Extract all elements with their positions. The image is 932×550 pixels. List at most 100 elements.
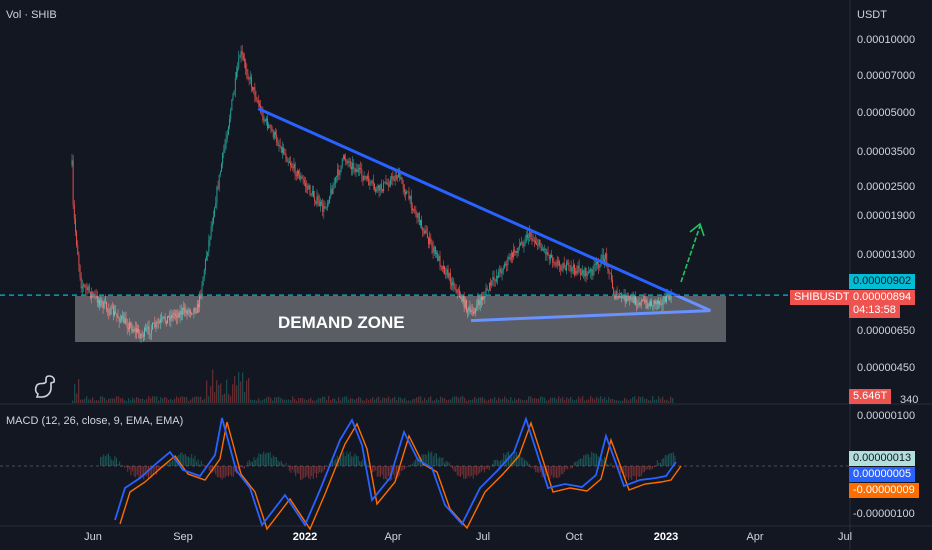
macd-histogram-bar (476, 466, 477, 476)
volume-bar (558, 396, 560, 403)
candle-body (145, 328, 147, 330)
macd-histogram-bar (644, 466, 645, 473)
volume-bar (176, 396, 178, 403)
volume-bar (416, 397, 418, 403)
candle-body (655, 301, 657, 305)
candle-body (167, 316, 168, 324)
demand-zone-label: DEMAND ZONE (278, 313, 405, 332)
candle-body (211, 223, 213, 227)
macd-histogram-bar (386, 466, 388, 481)
candle-body (447, 269, 449, 278)
macd-histogram-bar (210, 466, 212, 473)
macd-histogram-bar (589, 457, 591, 466)
volume-bar (656, 399, 658, 403)
candle-body (414, 209, 416, 211)
macd-histogram-bar (431, 451, 433, 466)
candle-body (644, 299, 646, 303)
candle-body (225, 138, 227, 144)
macd-histogram-bar (264, 453, 266, 466)
volume-bar (366, 398, 368, 403)
macd-histogram-bar (314, 466, 316, 473)
volume-bar (356, 398, 358, 403)
volume-bar (204, 398, 206, 403)
candle-body (660, 303, 662, 305)
volume-bar (606, 399, 608, 403)
candle-body (301, 176, 303, 179)
candle-body (85, 285, 87, 288)
macd-histogram-bar (485, 466, 487, 470)
volume-bar (464, 397, 466, 403)
volume-bar (628, 400, 630, 403)
macd-histogram-bar (466, 466, 468, 479)
macd-histogram-bar (226, 466, 228, 476)
macd-histogram-bar (231, 466, 233, 477)
macd-histogram-bar (412, 463, 413, 466)
volume-bar (118, 396, 120, 403)
candle-body (570, 265, 572, 272)
candle-body (169, 316, 171, 321)
macd-histogram-bar (628, 466, 629, 480)
volume-bar (324, 396, 326, 403)
candle-body (233, 91, 235, 96)
candle-body (331, 188, 333, 194)
macd-histogram-bar (135, 466, 137, 478)
macd-histogram-bar (596, 453, 597, 466)
volume-bar (564, 400, 566, 403)
candle-body (385, 181, 387, 184)
volume-bar (482, 397, 484, 403)
candle-body (398, 171, 400, 178)
candle-body (546, 252, 548, 255)
price-tick: 0.00000650 (857, 325, 916, 337)
volume-bar (272, 400, 274, 403)
volume-bar (300, 398, 302, 403)
candle-body (539, 239, 541, 247)
macd-histogram-bar (400, 466, 402, 472)
macd-histogram-bar (271, 458, 273, 466)
volume-bar (652, 396, 654, 403)
candle-body (315, 201, 317, 204)
candle-body (367, 176, 368, 179)
macd-histogram-bar (437, 458, 439, 466)
candle-body (219, 171, 221, 175)
volume-bar (262, 399, 264, 403)
macd-histogram-bar (626, 466, 628, 478)
candle-body (117, 315, 119, 318)
volume-bar (612, 399, 614, 403)
volume-bar (268, 396, 270, 403)
volume-bar (666, 399, 668, 403)
macd-histogram-bar (605, 460, 607, 466)
candle-body (470, 310, 472, 312)
candle-body (648, 303, 650, 306)
macd-histogram-bar (144, 466, 146, 476)
macd-histogram-bar (348, 453, 349, 466)
macd-histogram-bar (368, 466, 370, 468)
macd-histogram-bar (524, 459, 525, 466)
candle-body (387, 183, 389, 187)
candle-body (317, 196, 319, 201)
macd-histogram-bar (396, 466, 397, 475)
candle-body (424, 229, 426, 234)
candle-body (134, 328, 136, 332)
macd-histogram-bar (453, 466, 455, 472)
candle-body (652, 305, 654, 307)
candle-body (556, 261, 558, 266)
volume-bar (196, 396, 198, 403)
candle-body (110, 306, 112, 315)
candle-body (347, 161, 349, 164)
volume-bar (360, 397, 362, 403)
macd-histogram-bar (384, 466, 386, 479)
candle-body (628, 295, 630, 297)
candle-body (94, 293, 96, 296)
volume-bar (190, 399, 192, 403)
macd-histogram-bar (549, 466, 551, 479)
macd-histogram-bar (439, 456, 441, 466)
volume-bar (252, 399, 254, 403)
candle-body (259, 103, 260, 106)
volume-bar (638, 396, 640, 403)
volume-bar (486, 400, 488, 403)
candle-body (164, 316, 166, 321)
macd-histogram-bar (359, 461, 361, 466)
macd-histogram-bar (535, 466, 537, 473)
volume-bar (104, 397, 106, 403)
